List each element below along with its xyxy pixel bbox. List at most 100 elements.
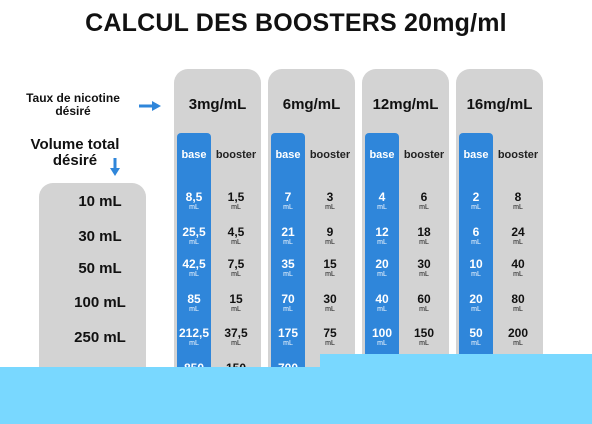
- base-value: 2: [472, 190, 480, 204]
- base-cell: 85 mL: [177, 293, 211, 313]
- booster-unit: mL: [231, 204, 241, 211]
- base-unit: mL: [283, 306, 293, 313]
- base-cell: 6 mL: [459, 226, 493, 246]
- booster-cell: 30 mL: [305, 293, 355, 313]
- base-cell: 175 mL: [271, 327, 305, 347]
- booster-header: booster: [403, 149, 445, 161]
- booster-cell: 15 mL: [211, 293, 261, 313]
- booster-cell: 80 mL: [493, 293, 543, 313]
- nicotine-column-title: 3mg/mL: [188, 96, 247, 113]
- base-value: 85: [187, 292, 201, 306]
- base-value: 35: [281, 257, 295, 271]
- volume-label: 100 mL: [74, 294, 126, 311]
- booster-cell: 24 mL: [493, 226, 543, 246]
- booster-unit: mL: [419, 239, 429, 246]
- bottom-overlay: [0, 367, 592, 424]
- volume-label: 30 mL: [78, 228, 122, 245]
- base-value: 70: [281, 292, 295, 306]
- base-value: 21: [281, 225, 295, 239]
- base-value: 7: [284, 190, 292, 204]
- booster-unit: mL: [231, 306, 241, 313]
- base-unit: mL: [377, 239, 387, 246]
- booster-unit: mL: [231, 271, 241, 278]
- right-arrow-icon: [139, 101, 161, 111]
- base-cell: 8,5 mL: [177, 191, 211, 211]
- booster-value: 15: [323, 257, 337, 271]
- base-unit: mL: [377, 340, 387, 347]
- volume-label: 50 mL: [78, 260, 122, 277]
- booster-unit: mL: [231, 340, 241, 347]
- base-header: base: [463, 149, 489, 161]
- booster-value: 15: [229, 292, 243, 306]
- base-unit: mL: [283, 271, 293, 278]
- booster-unit: mL: [513, 204, 523, 211]
- booster-unit: mL: [513, 340, 523, 347]
- base-value: 50: [469, 326, 483, 340]
- booster-cell: 6 mL: [399, 191, 449, 211]
- booster-unit: mL: [513, 306, 523, 313]
- booster-value: 24: [511, 225, 525, 239]
- booster-unit: mL: [325, 340, 335, 347]
- booster-value: 30: [323, 292, 337, 306]
- booster-unit: mL: [419, 271, 429, 278]
- booster-cell: 60 mL: [399, 293, 449, 313]
- booster-cell: 3 mL: [305, 191, 355, 211]
- bottom-overlay-notch: [320, 354, 592, 367]
- booster-cell: 15 mL: [305, 258, 355, 278]
- base-unit: mL: [471, 239, 481, 246]
- base-unit: mL: [283, 239, 293, 246]
- base-cell: 42,5 mL: [177, 258, 211, 278]
- booster-cell: 200 mL: [493, 327, 543, 347]
- booster-cell: 4,5 mL: [211, 226, 261, 246]
- base-cell: 212,5 mL: [177, 327, 211, 347]
- base-unit: mL: [189, 340, 199, 347]
- base-unit: mL: [377, 204, 387, 211]
- base-unit: mL: [189, 204, 199, 211]
- base-value: 8,5: [185, 190, 203, 204]
- booster-unit: mL: [513, 271, 523, 278]
- booster-value: 4,5: [227, 225, 245, 239]
- booster-value: 7,5: [227, 257, 245, 271]
- base-unit: mL: [471, 204, 481, 211]
- base-header: base: [369, 149, 395, 161]
- booster-value: 37,5: [224, 326, 248, 340]
- base-cell: 21 mL: [271, 226, 305, 246]
- booster-value: 9: [326, 225, 334, 239]
- booster-cell: 37,5 mL: [211, 327, 261, 347]
- booster-value: 60: [417, 292, 431, 306]
- booster-value: 1,5: [227, 190, 245, 204]
- base-unit: mL: [189, 306, 199, 313]
- volume-note: Volume total désiré: [16, 137, 134, 169]
- booster-header: booster: [309, 149, 351, 161]
- booster-unit: mL: [325, 306, 335, 313]
- booster-value: 30: [417, 257, 431, 271]
- base-value: 25,5: [182, 225, 206, 239]
- base-value: 212,5: [178, 326, 210, 340]
- down-arrow-icon: [110, 158, 120, 176]
- base-cell: 20 mL: [459, 293, 493, 313]
- base-value: 4: [378, 190, 386, 204]
- base-value: 40: [375, 292, 389, 306]
- base-value: 175: [277, 326, 299, 340]
- base-unit: mL: [471, 340, 481, 347]
- nicotine-column-title: 12mg/mL: [372, 96, 439, 113]
- base-cell: 70 mL: [271, 293, 305, 313]
- base-unit: mL: [283, 340, 293, 347]
- booster-value: 40: [511, 257, 525, 271]
- booster-cell: 9 mL: [305, 226, 355, 246]
- volume-label: 10 mL: [78, 193, 122, 210]
- booster-header: booster: [215, 149, 257, 161]
- booster-unit: mL: [419, 306, 429, 313]
- base-value: 6: [472, 225, 480, 239]
- base-cell: 2 mL: [459, 191, 493, 211]
- booster-value: 18: [417, 225, 431, 239]
- booster-value: 6: [420, 190, 428, 204]
- booster-cell: 8 mL: [493, 191, 543, 211]
- base-value: 42,5: [182, 257, 206, 271]
- booster-cell: 30 mL: [399, 258, 449, 278]
- base-value: 20: [469, 292, 483, 306]
- base-cell: 10 mL: [459, 258, 493, 278]
- booster-header: booster: [497, 149, 539, 161]
- booster-value: 200: [507, 326, 529, 340]
